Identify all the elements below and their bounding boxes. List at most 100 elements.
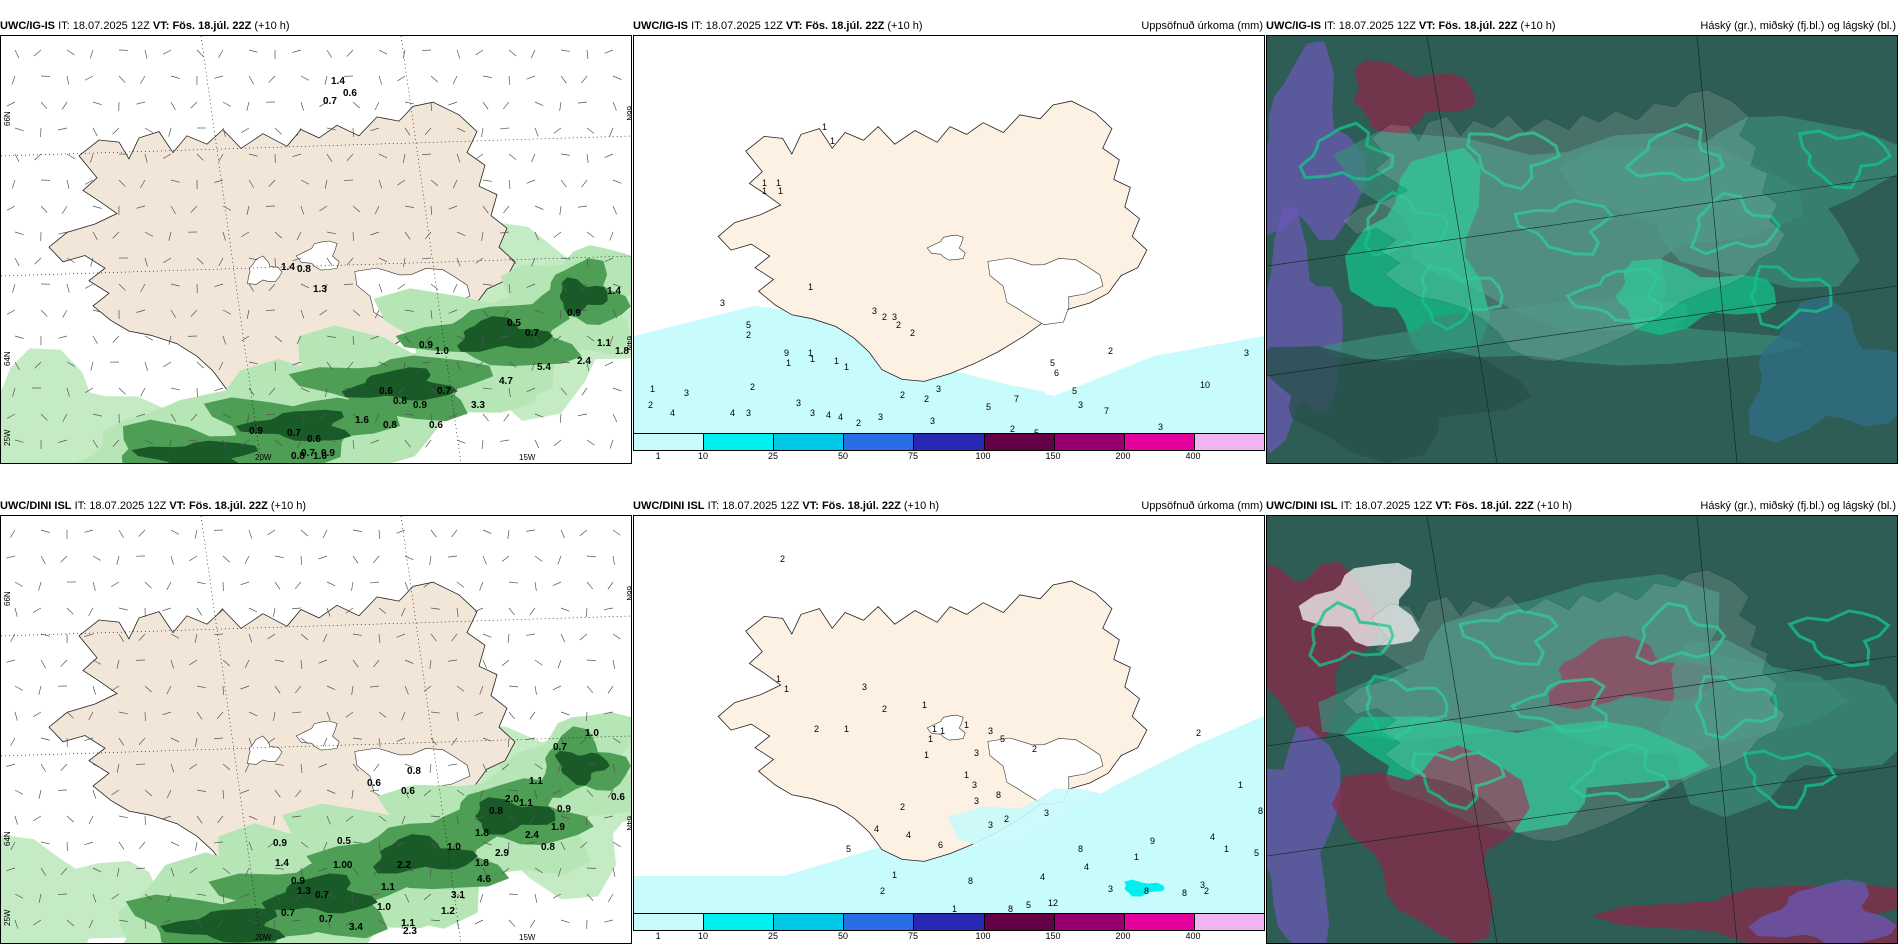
it-value: 18.07.2025 12Z [1338,20,1416,32]
precip-value-label: 2 [856,418,861,428]
wind-value-label: 1.0 [435,346,449,357]
precip-value-label: 6 [1054,368,1059,378]
wind-value-label: 1.0 [313,451,327,462]
wind-value-label: 0.9 [291,876,305,887]
wind-value-label: 1.00 [333,860,353,871]
colorbar-tick-label: 150 [1045,451,1061,461]
colorbar-tick-label: 75 [907,931,918,941]
wind-value-label: 5.4 [537,362,551,373]
precip-value-label: 3 [988,820,993,830]
it-label: IT: [691,20,703,32]
it-label: IT: [74,500,87,512]
it-value: 18.07.2025 12Z [72,20,150,32]
lon-tick-label: 15W [519,933,536,942]
wind-value-label: 3.4 [349,922,363,933]
precip-value-label: 1 [922,700,927,710]
it-value: 18.07.2025 12Z [722,500,800,512]
wind-value-label: 2.0 [505,794,519,805]
colorbar-tick-label: 100 [975,451,991,461]
it-value: 18.07.2025 12Z [89,500,167,512]
wind-value-label: 0.7 [437,386,451,397]
precip-value-label: 1 [940,726,945,736]
precip-title: Uppsöfnuð úrkoma (mm) [1141,500,1263,512]
precip-value-label: 2 [1196,728,1201,738]
wind-value-label: 2.9 [495,848,509,859]
precip-value-label: 1 [778,186,783,196]
lat-tick-label: 25W [3,909,12,926]
precip-value-label: 2 [900,802,905,812]
precip-value-label: 1 [776,178,781,188]
precip-value-label: 1 [952,904,957,914]
precip-value-label: 5 [746,320,751,330]
precip-value-label: 5 [1026,900,1031,910]
colorbar-tick-label: 150 [1045,931,1061,941]
wind-panel-header-row2: UWC/DINI ISL IT: 18.07.2025 12Z VT: Fös.… [0,500,306,512]
colorbar-ticks-row2: 1 10 25 50 75 100 150 200 400 [633,931,1263,942]
it-label: IT: [58,20,70,32]
wind-value-label: 0.6 [429,420,443,431]
wind-value-label: 0.7 [301,448,315,459]
precip-value-label: 4 [1040,872,1045,882]
colorbar-cell [844,914,915,930]
colorbar-tick-label: 1 [655,451,661,461]
colorbar-cell [914,914,985,930]
wind-value-label: 1.1 [529,776,543,787]
precip-value-label: 2 [896,320,901,330]
wind-value-label: 1.9 [551,822,565,833]
model-name: UWC/IG-IS [633,20,688,32]
wind-value-label: 2.4 [525,830,539,841]
colorbar-cell [1054,434,1125,450]
wind-value-label: 0.6 [307,434,321,445]
precip-value-label: 1 [1134,852,1139,862]
colorbar-tick-label: 400 [1185,451,1201,461]
wind-panel-row1: UWC/IG-IS IT: 18.07.2025 12Z VT: Fös. 18… [0,14,632,464]
wind-value-label: 0.8 [291,451,305,462]
wind-value-label: 1.1 [381,882,395,893]
wind-value-label: 1.4 [281,262,295,273]
colorbar-cell [844,434,915,450]
lon-tick-label: 20W [255,453,272,462]
precip-value-label: 4 [906,830,911,840]
precip-value-label: 3 [1244,348,1249,358]
wind-map-row2: 20W 15W 66N 64N 25W 66N 64N 1.0 0.7 1.1 0.8 0.6 0.6 2… [0,515,632,944]
lat-tick-label: 64N [625,336,631,351]
wind-value-label: 1.4 [331,76,345,87]
wind-value-label: 0.6 [401,786,415,797]
precip-value-label: 3 [872,306,877,316]
precip-value-label: 1 [928,734,933,744]
precip-value-label: 9 [1150,836,1155,846]
wind-value-label: 1.1 [401,918,415,929]
precip-panel-row1: UWC/IG-IS IT: 18.07.2025 12Z VT: Fös. 18… [633,14,1265,464]
wind-value-label: 0.9 [557,804,571,815]
colorbar-tick-label: 50 [837,931,849,941]
lat-tick-label: 66N [3,591,12,606]
precip-value-label: 4 [1210,832,1215,842]
colorbar-cell [984,914,1055,930]
precip-value-label: 6 [938,840,943,850]
model-name: UWC/DINI ISL [633,500,705,512]
wind-value-label: 2.3 [403,926,417,937]
wind-value-label: 0.9 [321,448,335,459]
precip-value-label: 4 [1084,862,1089,872]
vt-label: VT: [152,20,170,32]
precip-value-label: 5 [1050,358,1055,368]
colorbar-cell [1124,434,1195,450]
wind-value-label: 0.7 [319,914,333,925]
cloud-panel-row2: UWC/DINI ISL IT: 18.07.2025 12Z VT: Fös.… [1266,494,1898,944]
precip-value-label: 1 [844,724,849,734]
precip-value-label: 1 [650,384,655,394]
precip-value-label: 5 [846,844,851,854]
precip-colorbar-row2 [633,913,1265,931]
precip-value-label: 8 [1008,904,1013,914]
colorbar-tick-label: 10 [697,931,708,941]
vt-value: Fös. 18.júl. 22Z [821,500,901,512]
it-value: 18.07.2025 12Z [705,20,783,32]
precip-value-label: 2 [780,554,785,564]
colorbar-tick-label: 200 [1115,451,1131,461]
vt-label: VT: [1418,20,1436,32]
wind-value-label: 0.8 [407,766,421,777]
vt-label: VT: [802,500,819,512]
precip-value-label: 8 [1258,806,1263,816]
lead-time: (+10 h) [254,20,290,32]
precip-value-label: 10 [1200,380,1210,390]
